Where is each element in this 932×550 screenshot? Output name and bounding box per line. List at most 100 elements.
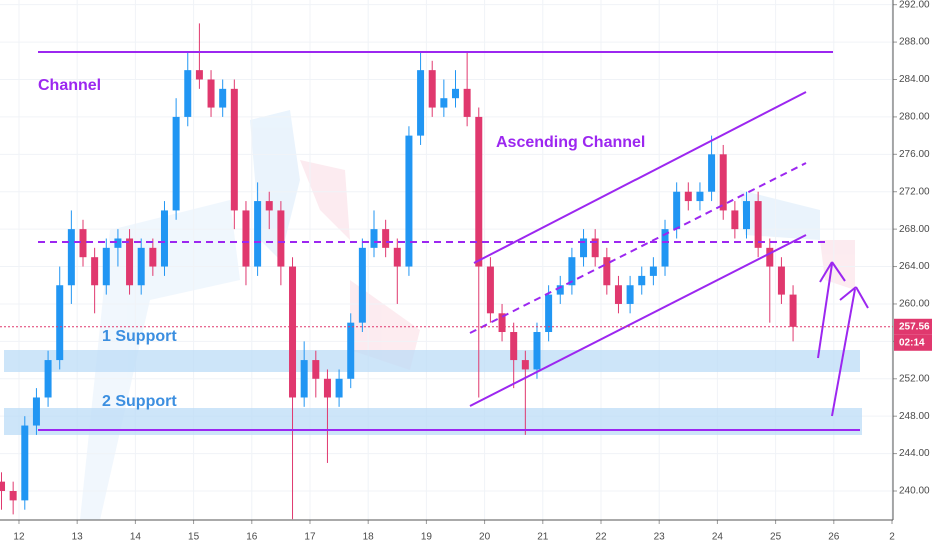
annotation: 2 Support [102, 393, 177, 410]
y-tick-label: 272.00 [899, 186, 930, 197]
x-tick-label: 25 [770, 532, 782, 543]
candle-body [754, 201, 762, 248]
y-tick-label: 284.00 [899, 74, 930, 85]
candle-body [382, 229, 390, 248]
countdown-box [894, 334, 932, 351]
y-tick-label: 276.00 [899, 149, 930, 160]
candle-body [510, 332, 518, 361]
candle-body [486, 266, 494, 314]
x-tick-label: 23 [654, 532, 666, 543]
x-tick-label: 18 [363, 532, 375, 543]
candle-body [428, 70, 436, 108]
candle-body [684, 191, 692, 202]
candle-body [626, 285, 634, 304]
candle-body [719, 154, 727, 211]
candle-body [580, 238, 588, 258]
trend-line [839, 286, 857, 301]
candle-body [405, 135, 413, 267]
candle-body [545, 294, 553, 333]
annotation: 1 Support [102, 328, 177, 345]
candle-body [789, 294, 797, 327]
trend-line [831, 261, 846, 282]
candle-body [137, 247, 145, 286]
trend-line [469, 162, 807, 334]
candle-body [195, 70, 203, 80]
candle-body [254, 201, 262, 267]
candle-body [475, 116, 483, 267]
candle-body [0, 481, 6, 492]
candle-body [556, 285, 564, 295]
candle-body [323, 378, 331, 398]
candle-body [393, 247, 401, 267]
candle-body [9, 491, 17, 501]
y-tick-label: 248.00 [899, 411, 930, 422]
candle-body [160, 210, 168, 267]
candle-body [521, 360, 529, 370]
candle-body [638, 275, 646, 286]
cloud-area [820, 240, 855, 290]
price-label: 257.56 [899, 321, 930, 332]
candle-body [463, 88, 471, 117]
trend-line [855, 286, 869, 309]
candle-body [498, 313, 506, 333]
y-tick-label: 252.00 [899, 373, 930, 384]
y-tick-label: 264.00 [899, 261, 930, 272]
cloud-area [250, 110, 300, 260]
candle-body [32, 397, 40, 426]
candle-body [242, 210, 250, 267]
x-tick-label: 13 [72, 532, 84, 543]
trend-line [469, 234, 807, 407]
cloud-area [350, 280, 420, 370]
candle-body [335, 378, 343, 398]
trend-line [831, 288, 856, 417]
x-tick-label: 22 [595, 532, 607, 543]
candle-body [731, 210, 739, 230]
candle-body [126, 238, 134, 286]
cloud-area [80, 200, 240, 520]
candle-body [114, 238, 122, 248]
candle-body [743, 201, 751, 230]
x-tick-label: 19 [421, 532, 433, 543]
cloud-area [300, 160, 350, 240]
x-tick-label: 24 [712, 532, 724, 543]
trend-line [817, 263, 833, 359]
y-tick-label: 244.00 [899, 448, 930, 459]
candle-body [673, 191, 681, 230]
candle-body [777, 266, 785, 295]
candle-body [67, 229, 75, 286]
candle-body [451, 88, 459, 99]
y-tick-label: 268.00 [899, 224, 930, 235]
support-zone [4, 350, 860, 372]
x-tick-label: 17 [304, 532, 316, 543]
y-tick-label: 240.00 [899, 486, 930, 497]
x-tick-label: 20 [479, 532, 491, 543]
candle-body [347, 322, 355, 379]
candle-body [207, 79, 215, 108]
candle-body [219, 88, 227, 108]
candle-body [91, 257, 99, 286]
candle-body [614, 285, 622, 304]
x-tick-label: 15 [188, 532, 200, 543]
countdown: 02:14 [899, 337, 925, 348]
trend-line [819, 261, 833, 283]
candle-body [184, 70, 192, 117]
candle-body [591, 238, 599, 258]
annotation: Ascending Channel [496, 134, 645, 151]
candle-body [265, 201, 273, 211]
candle-body [289, 266, 297, 398]
trend-line [473, 91, 807, 264]
candle-body [661, 229, 669, 267]
candle-body [300, 360, 308, 398]
candle-body [440, 98, 448, 108]
candle-body [44, 360, 52, 398]
candle-body [21, 425, 29, 501]
x-tick-label: 2 [889, 532, 895, 543]
y-tick-label: 280.00 [899, 112, 930, 123]
price-label-box [894, 318, 932, 335]
candle-body [533, 332, 541, 370]
candle-body [312, 360, 320, 379]
candle-body [56, 285, 64, 361]
x-tick-label: 21 [537, 532, 549, 543]
candle-body [230, 88, 238, 211]
